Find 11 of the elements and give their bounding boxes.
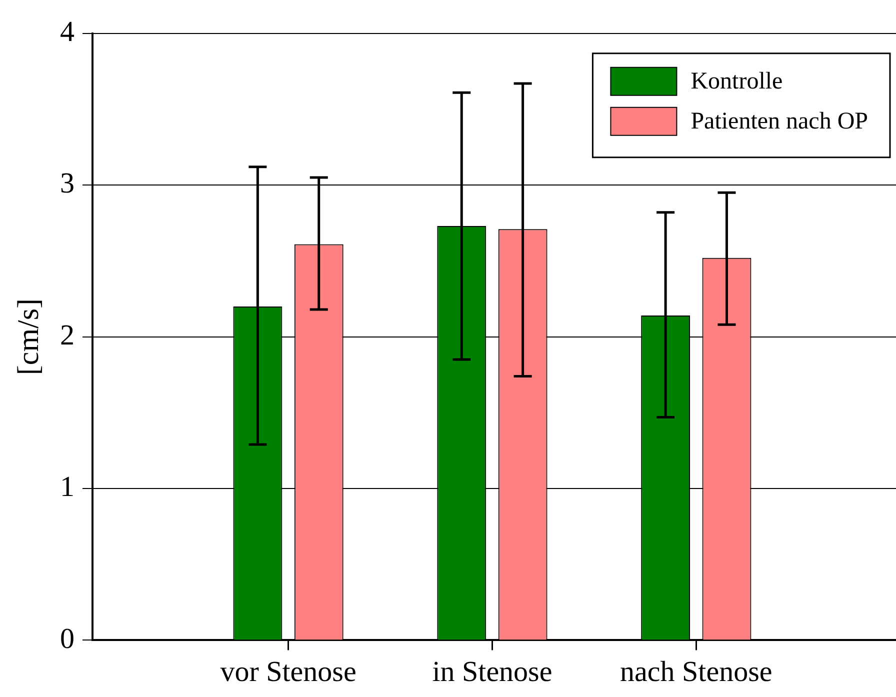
y-tick-label: 3 — [60, 168, 74, 200]
y-tick-label: 2 — [60, 319, 74, 352]
y-tick-label: 4 — [60, 16, 75, 48]
y-tick-label: 0 — [60, 622, 74, 655]
legend-label: Kontrolle — [690, 68, 783, 95]
x-tick-label: vor Stenose — [220, 656, 356, 688]
legend-label: Patienten nach OP — [690, 108, 868, 135]
y-axis-title: [cm/s] — [12, 298, 45, 376]
x-tick-label: in Stenose — [432, 656, 552, 688]
y-tick-label: 1 — [60, 471, 74, 504]
x-tick-label: nach Stenose — [620, 656, 772, 688]
